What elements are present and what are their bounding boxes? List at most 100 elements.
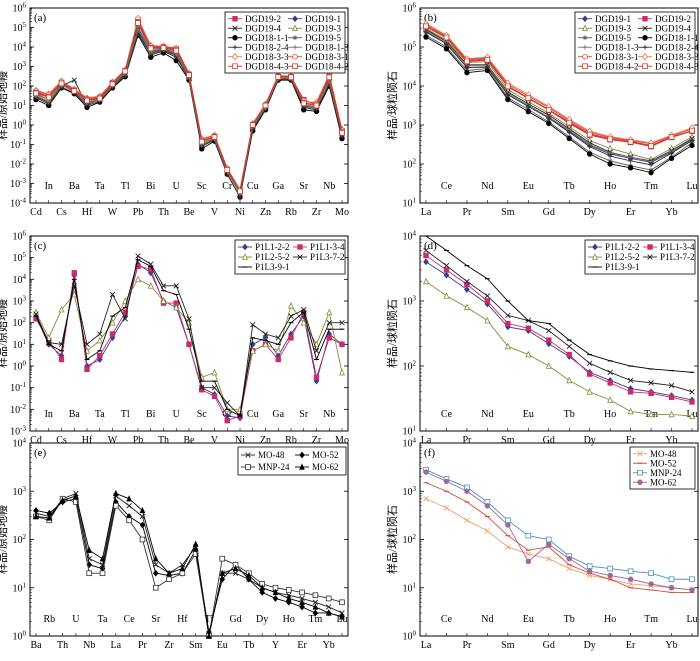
y-tick-label: 102 [13,533,27,546]
legend-label: DGD19-1 [305,14,341,24]
legend-swatch-marker [582,63,588,70]
data-point [97,352,103,359]
series-line [35,498,343,633]
data-point [312,599,319,605]
x-tick-label-bottom: Pr [462,207,472,218]
data-point [648,162,654,168]
y-tick-exponent: 5 [23,251,27,259]
data-point [312,609,319,617]
legend-box [234,239,346,275]
legend-label: DGD19-2 [655,14,691,24]
y-tick-exponent: -2 [20,158,26,166]
x-tick-label-bottom: Hf [82,435,93,446]
y-tick-exponent: 1 [23,338,27,346]
data-point [326,319,332,326]
legend-item: P1L2-5-2 [588,252,640,262]
data-point [423,252,429,259]
data-point [525,103,531,109]
data-point [648,390,654,397]
x-tick-label-top: Tl [121,409,130,420]
x-tick-label-top: Sr [151,614,161,625]
data-point [84,366,90,373]
y-tick-exponent: -1 [20,381,26,389]
legend-swatch-marker [647,254,653,260]
legend-label: P1L3-7-2 [660,252,695,262]
legend-label: MO-62 [650,477,677,487]
y-tick-exponent: 1 [413,425,417,433]
x-tick-label-bottom: Cd [30,207,42,218]
data-point [275,356,281,363]
legend-label: MO-62 [312,462,339,472]
x-tick-label-top: Cu [247,409,259,420]
data-point [566,556,572,562]
legend-item: DGD18-1-1 [638,33,699,43]
data-point [206,632,212,639]
data-point [525,551,532,557]
legend-label: DGD19-4 [655,23,691,33]
x-tick-label-bottom: Th [57,640,68,651]
legend-swatch-marker [582,44,588,50]
legend-item: DGD18-2-4 [228,42,289,52]
y-tick-exponent: 0 [23,630,27,638]
panel-label: (f) [424,447,435,459]
x-tick-label-bottom: Ni [235,435,245,446]
x-tick-label-bottom: Zn [260,207,271,218]
x-tick-label-top: Rb [43,614,55,625]
x-tick-label-bottom: Zr [164,640,174,651]
series-line [425,261,693,401]
data-point [275,74,282,80]
data-point [71,77,77,83]
x-tick-label-bottom: Yb [665,207,677,218]
data-point [46,514,53,521]
data-point [58,305,65,313]
data-point [192,540,199,547]
series-line [35,492,343,637]
x-tick-label-bottom: Rb [285,207,297,218]
x-tick-label-bottom: Nb [83,640,95,651]
legend-box [584,239,696,275]
y-tick-label: 104 [13,273,27,286]
legend-item: DGD19-2 [638,14,691,24]
data-point [326,74,333,81]
legend-item: DGD18-4-2 [578,61,639,71]
data-point [484,293,491,299]
legend-swatch-marker [292,15,298,23]
x-tick-label-top: Ce [441,409,453,420]
data-point [33,90,39,97]
data-point [464,69,470,76]
data-point [109,291,116,298]
data-point [96,95,103,102]
y-tick-label: 104 [13,41,27,54]
series-P1L1-2-2 [423,258,695,404]
data-point [147,45,154,52]
x-tick-label-top: Cr [222,181,233,192]
data-point [607,136,613,143]
x-tick-label-top: Tb [564,614,575,625]
legend-swatch-marker [582,53,588,60]
series-line [425,281,693,417]
y-tick-exponent: 2 [23,533,27,541]
legend-label: P1L1-2-2 [255,242,290,252]
data-point [607,158,613,164]
data-point [627,581,634,587]
series-line [425,471,693,591]
plot-frame [419,7,699,204]
y-tick-label: 10-2 [10,403,26,416]
legend-item: DGD19-4 [638,23,691,33]
legend-label: DGD18-1-1 [245,33,289,43]
legend-label: DGD19-5 [305,33,341,43]
x-tick-label-top: Nd [481,181,493,192]
x-tick-label-bottom: Zr [312,207,322,218]
series-P1L1-3-4 [423,252,695,405]
legend-swatch-marker [297,254,303,260]
x-tick-label-top: Ti [205,614,214,625]
legend-item: MNP-24 [633,468,682,478]
data-point [313,340,320,348]
x-tick-label-top: Sr [299,409,309,420]
data-point [33,512,39,520]
data-point [84,341,90,348]
series-line [425,25,693,146]
legend-item: P1L1-2-2 [238,242,290,252]
